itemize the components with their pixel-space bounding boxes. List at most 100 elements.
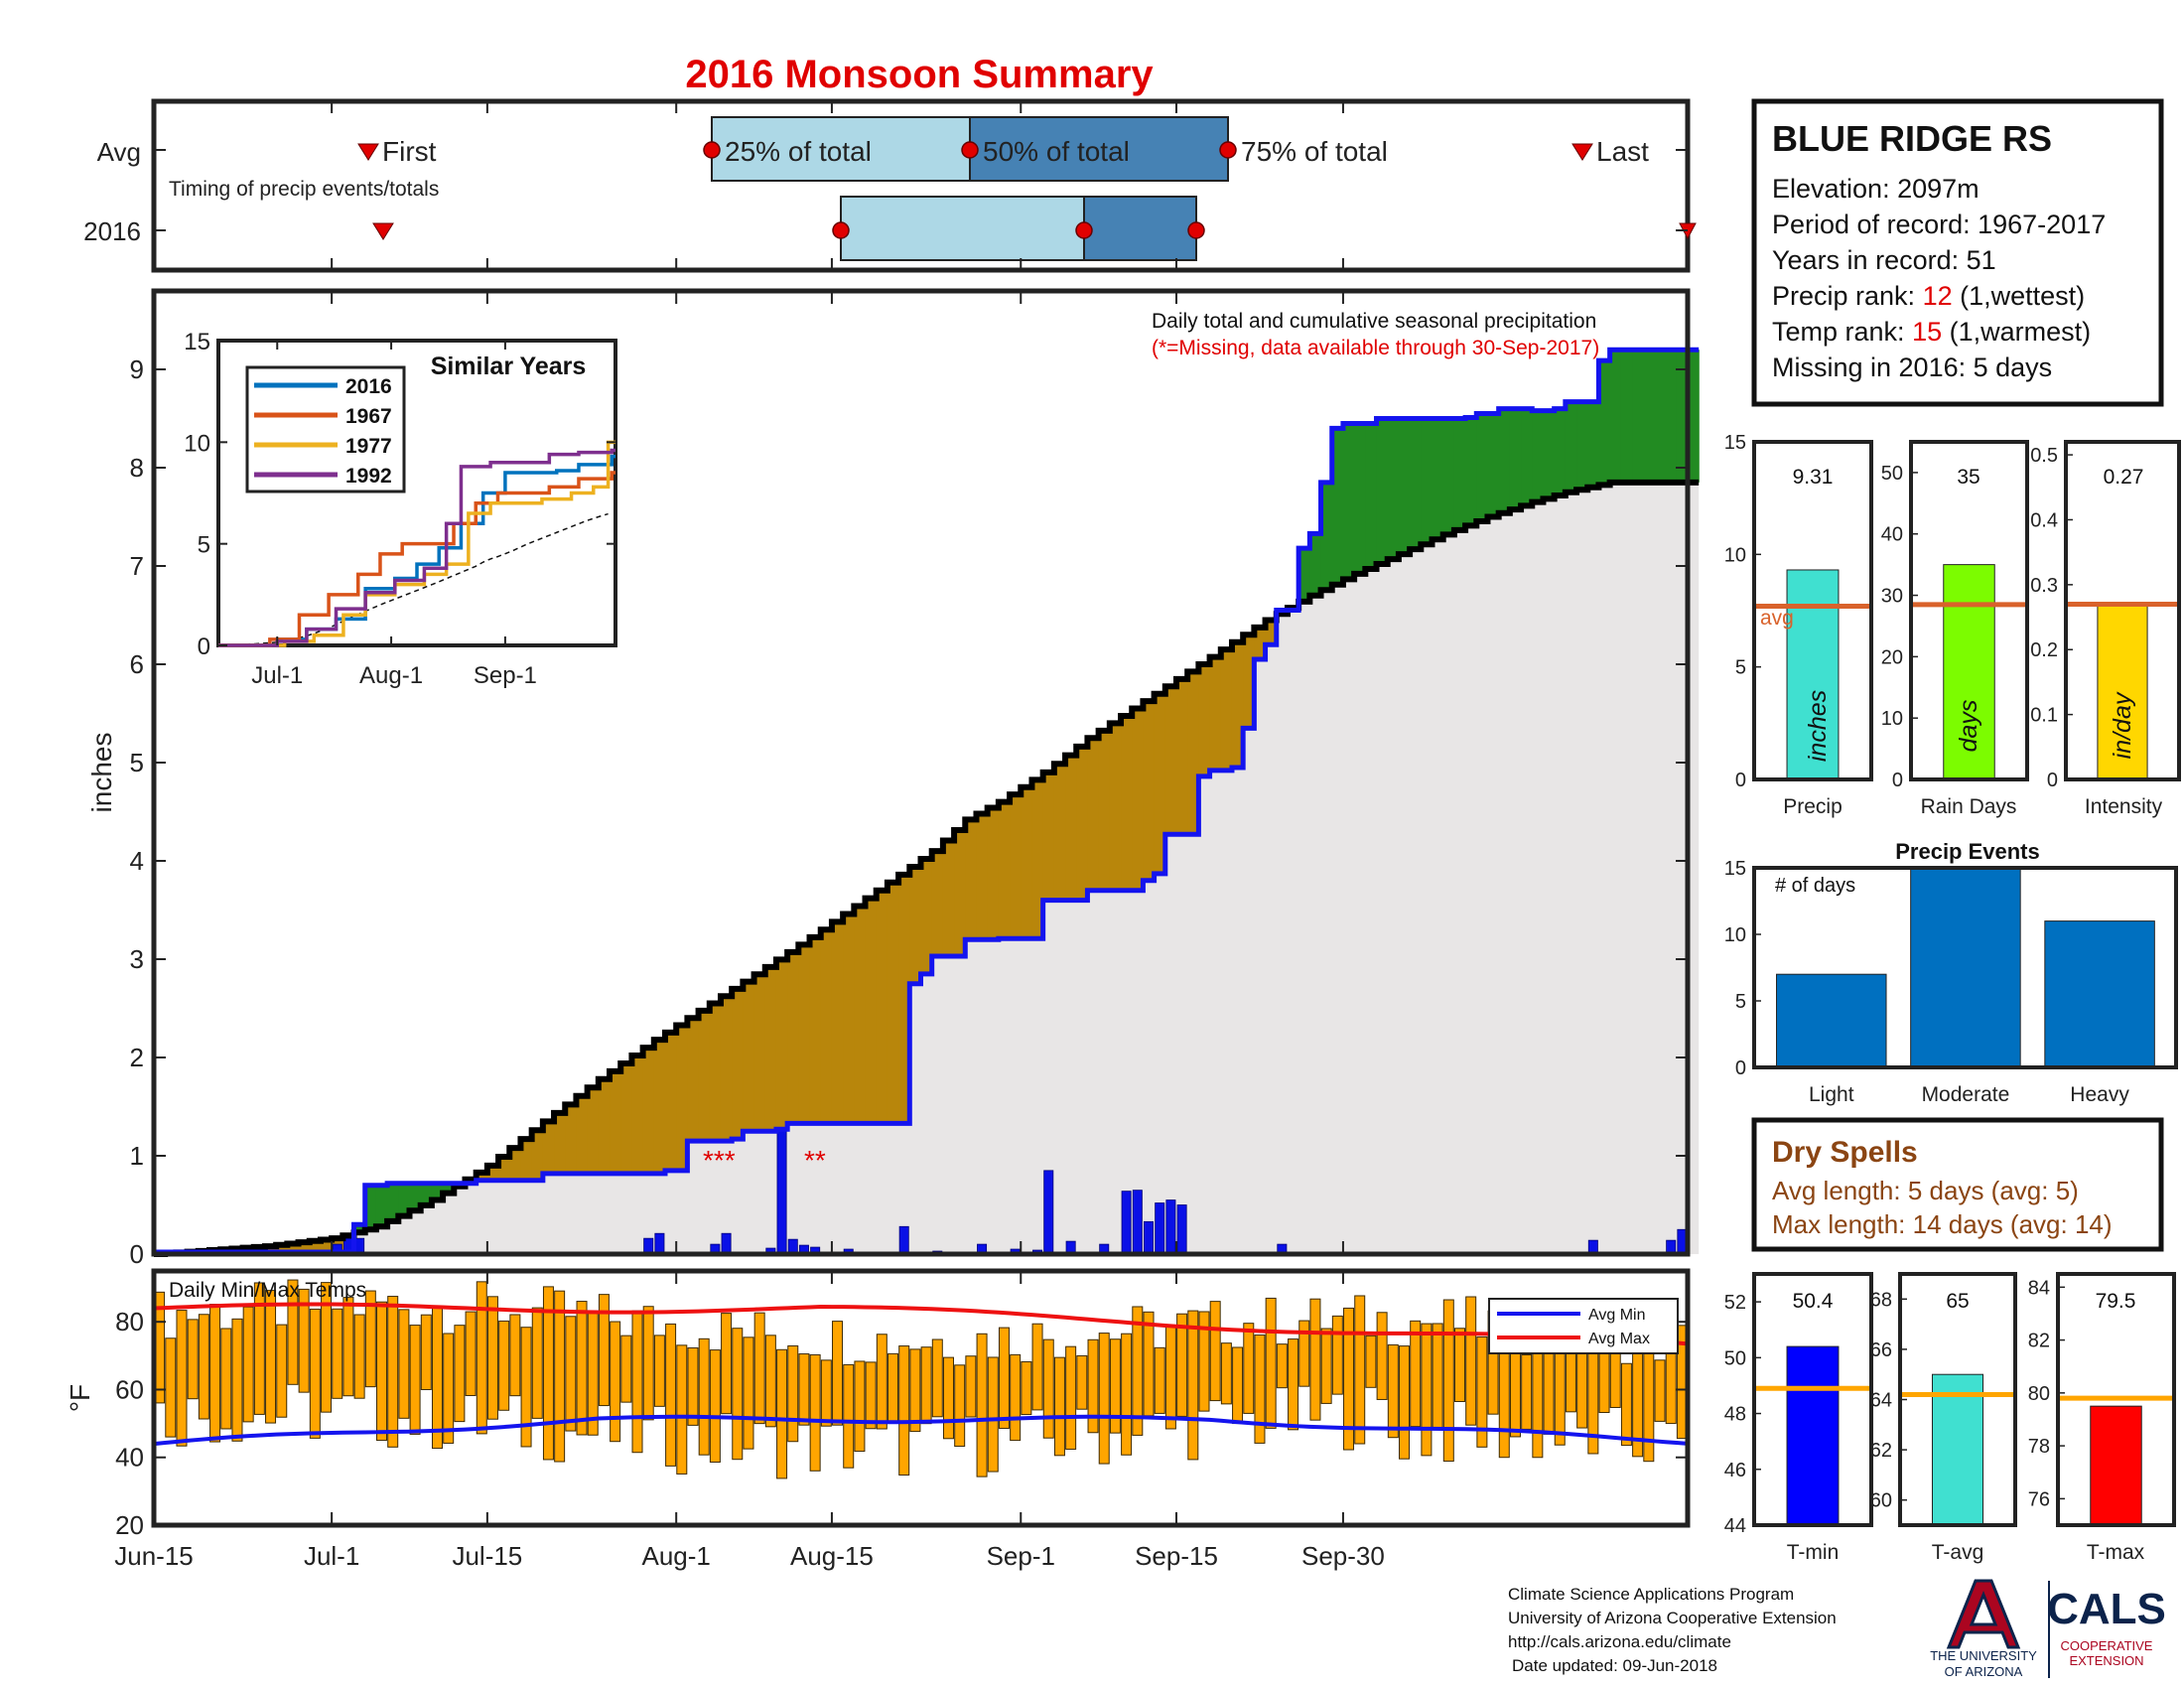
below-average-fill <box>1265 620 1278 645</box>
daily-temp-bar <box>631 1310 643 1454</box>
daily-precip-bar <box>1043 1170 1054 1255</box>
events-inner-label: # of days <box>1775 875 1855 897</box>
station-info-frame <box>1751 98 2164 407</box>
intensity-chart-tick-label: 0.4 <box>2030 509 2058 531</box>
events-bar-moderate <box>1910 867 2021 1068</box>
x-tick-label: Sep-15 <box>1135 1541 1218 1571</box>
daily-temp-bar <box>743 1336 754 1450</box>
below-average-fill <box>665 1032 677 1171</box>
daily-temp-bar <box>565 1316 577 1432</box>
y-tick-label: 5 <box>130 748 144 777</box>
daily-temp-bar <box>1076 1354 1088 1410</box>
daily-temp-bar <box>1154 1346 1165 1414</box>
below-average-fill <box>843 914 855 1124</box>
figure-title: 2016 Monsoon Summary <box>685 53 1154 96</box>
tmin-chart-tick-label: 48 <box>1724 1404 1746 1426</box>
below-average-fill <box>1087 738 1100 891</box>
above-average-fill <box>1587 401 1600 488</box>
below-average-fill <box>865 898 878 1124</box>
above-average-fill <box>387 1183 399 1221</box>
events-category-label: Heavy <box>2070 1083 2129 1106</box>
x-tick-label: Jul-1 <box>304 1541 359 1571</box>
precip-annotation: Daily total and cumulative seasonal prec… <box>1152 310 1596 333</box>
inset-series-lines <box>217 440 615 647</box>
timing-ticks <box>153 101 1688 270</box>
precip-y-axis-label: inches <box>86 733 117 813</box>
temp-legend-min-label: Avg Min <box>1588 1307 1646 1324</box>
cumulative-average-line <box>154 479 1700 1257</box>
below-average-fill <box>1254 627 1267 660</box>
daily-temp-bar <box>1031 1323 1043 1411</box>
daily-temp-bar <box>1143 1311 1155 1417</box>
daily-temp-bar <box>176 1310 188 1447</box>
timing-panel: Avg 2016 Timing of precip events/totals … <box>83 98 1697 273</box>
ua-line-1: THE UNIVERSITY <box>1930 1648 2037 1663</box>
below-average-fill <box>1053 764 1066 901</box>
daily-temp-bar <box>865 1361 877 1430</box>
below-average-fill <box>976 813 989 940</box>
daily-temp-bar <box>642 1306 654 1421</box>
raindays-chart-tick-label: 40 <box>1881 524 1903 546</box>
daily-temp-bar <box>1465 1296 1477 1426</box>
daily-precip-bar <box>898 1225 909 1255</box>
raindays-chart-tick-label: 30 <box>1881 586 1903 608</box>
below-average-fill <box>876 890 888 1124</box>
daily-temp-bar <box>220 1328 232 1430</box>
daily-temp-bar <box>1331 1315 1343 1395</box>
footer-line-3: http://cals.arizona.edu/climate <box>1508 1632 1731 1651</box>
station-period: Period of record: 1967-2017 <box>1772 210 2106 239</box>
last-marker-avg <box>1571 143 1593 161</box>
daily-temp-bar <box>898 1345 910 1477</box>
intensity-bar-inner-label: in/day <box>2109 691 2136 759</box>
below-average-fill <box>509 1148 522 1181</box>
daily-temp-bar <box>1343 1307 1355 1451</box>
intensity-stat-value: 0.27 <box>2104 466 2144 489</box>
above-average-fill <box>1298 548 1310 602</box>
tavg-stat-label: T-avg <box>1932 1541 1984 1564</box>
temp-rank: Temp rank: 15 (1,warmest) <box>1772 317 2091 347</box>
tmin-chart-frame <box>1752 1272 1873 1527</box>
p50-label: 50% of total <box>983 136 1130 167</box>
daily-temp-bar <box>610 1321 621 1443</box>
daily-temp-bar <box>231 1318 243 1442</box>
below-average-fill <box>1042 772 1055 901</box>
daily-temp-bar <box>542 1286 554 1461</box>
above-average-fill <box>1609 350 1622 483</box>
daily-temp-bar <box>387 1296 399 1448</box>
p25-marker-avg <box>703 141 721 159</box>
inset-x-tick-label: Jul-1 <box>251 662 303 689</box>
below-average-fill <box>631 1055 644 1174</box>
above-average-fill <box>1421 418 1433 545</box>
below-average-fill <box>287 1243 300 1253</box>
tavg-chart-frame <box>1898 1272 2017 1527</box>
first-label: First <box>382 136 437 167</box>
below-average-fill <box>531 1130 544 1181</box>
timing-row-avg-label: Avg <box>97 137 141 167</box>
inset-axes: 0 5 10 15 Jul-1 Aug-1 Sep-1 <box>184 329 615 689</box>
temp-rank-label: Temp rank: <box>1772 317 1912 347</box>
missing-marks-1: *** <box>703 1145 736 1176</box>
daily-temp-bar <box>787 1344 799 1443</box>
below-average-fill <box>320 1239 333 1253</box>
daily-temp-bar <box>1320 1328 1332 1404</box>
raindays-chart-tick-label: 20 <box>1881 646 1903 668</box>
daily-temp-bar <box>1476 1336 1488 1448</box>
daily-temp-bar <box>1453 1328 1465 1402</box>
daily-temp-bar <box>1509 1347 1521 1438</box>
below-average-fill <box>753 974 766 1132</box>
below-average-fill <box>954 829 966 957</box>
below-average-fill <box>732 988 744 1140</box>
inset-legend-label-1967: 1967 <box>345 405 392 428</box>
below-average-fill <box>998 801 1011 939</box>
events-tick-label: 0 <box>1735 1057 1746 1079</box>
daily-temp-bar <box>1254 1334 1266 1444</box>
daily-temp-bar <box>276 1324 288 1418</box>
daily-precip-bar <box>1176 1204 1187 1255</box>
tmax-chart-tick-label: 76 <box>2028 1488 2050 1510</box>
tmax-chart-tick-label: 84 <box>2028 1277 2050 1299</box>
y-tick-label: 6 <box>130 649 144 679</box>
daily-temp-bar <box>1042 1338 1054 1439</box>
tavg-chart-tick-label: 68 <box>1870 1289 1892 1311</box>
raindays-chart-tick-label: 10 <box>1881 708 1903 730</box>
daily-temp-bar <box>287 1279 299 1385</box>
